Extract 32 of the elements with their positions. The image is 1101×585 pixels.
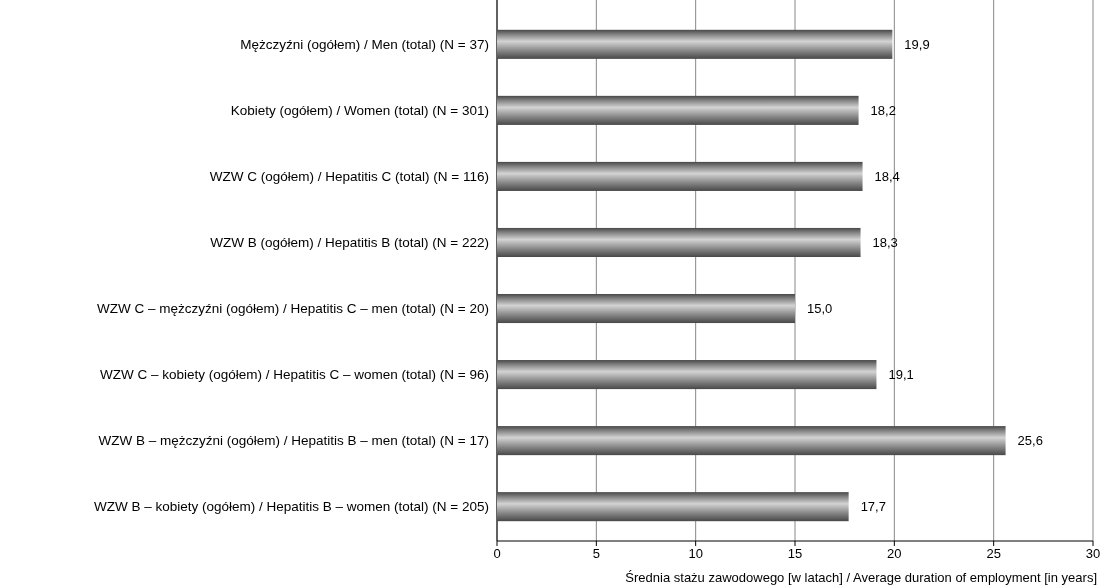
data-label: 15,0 (807, 301, 833, 317)
y-tick-label: WZW C (ogółem) / Hepatitis C (total) (N = 116) (209, 169, 489, 185)
data-label: 18,4 (874, 168, 900, 184)
bar (497, 293, 795, 324)
bar (497, 161, 863, 191)
bar (497, 227, 861, 258)
x-tick-label: 20 (887, 546, 902, 561)
data-label: 17,7 (860, 499, 886, 515)
y-tick-label: WZW C – mężczyźni (ogółem) / Hepatitis C – men (total) (N = 20) (97, 301, 489, 317)
data-label: 18,2 (870, 102, 896, 118)
y-tick-label: WZW B – mężczyźni (ogółem) / Hepatitis B – men (total) (N = 17) (98, 433, 489, 449)
bar (497, 426, 1006, 456)
data-label: 19,1 (888, 367, 914, 383)
x-tick-label: 25 (986, 546, 1001, 561)
y-tick-label: WZW C – kobiety (ogółem) / Hepatitis C – women (total) (N = 96) (100, 367, 489, 383)
x-tick-label: 30 (1085, 546, 1101, 561)
data-label: 18,3 (872, 235, 898, 251)
bar (497, 95, 859, 125)
y-tick-label: Kobiety (ogółem) / Women (total) (N = 301) (230, 103, 489, 119)
x-tick-label: 10 (688, 546, 703, 561)
x-axis-title: Średnia stażu zawodowego [w latach] / Average duration of employment [in years] (625, 570, 1097, 585)
y-tick-label: WZW B (ogółem) / Hepatitis B (total) (N = 222) (210, 235, 489, 251)
data-label: 25,6 (1017, 433, 1043, 449)
bar (497, 360, 877, 390)
x-tick-label: 5 (592, 546, 600, 561)
y-tick-label: Mężczyźni (ogółem) / Men (total) (N = 37) (240, 37, 489, 53)
x-tick-label: 0 (493, 546, 501, 561)
data-label: 19,9 (904, 36, 930, 52)
bar (497, 492, 849, 522)
bar (497, 29, 893, 59)
y-tick-label: WZW B – kobiety (ogółem) / Hepatitis B – women (total) (N = 205) (93, 499, 489, 515)
x-tick-label: 15 (787, 546, 803, 561)
